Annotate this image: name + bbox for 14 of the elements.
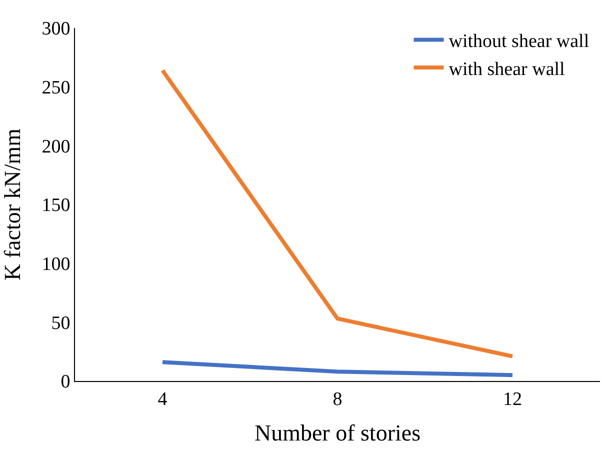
- y-tick-label: 150: [42, 195, 70, 216]
- legend-label: without shear wall: [448, 31, 590, 52]
- y-tick-label: 50: [51, 312, 70, 334]
- y-tick-label: 100: [42, 254, 70, 275]
- y-tick-label: 250: [42, 77, 70, 98]
- y-axis-title: K factor kN/mm: [0, 128, 25, 281]
- y-tick-label: 300: [42, 18, 70, 40]
- x-tick-label: 8: [332, 388, 342, 410]
- y-tick-label: 200: [42, 136, 70, 158]
- y-tick-label: 0: [60, 372, 70, 393]
- x-tick-label: 4: [158, 388, 168, 410]
- x-tick-label: 12: [503, 388, 522, 410]
- x-axis-title: Number of stories: [254, 420, 421, 446]
- legend-label: with shear wall: [448, 58, 565, 80]
